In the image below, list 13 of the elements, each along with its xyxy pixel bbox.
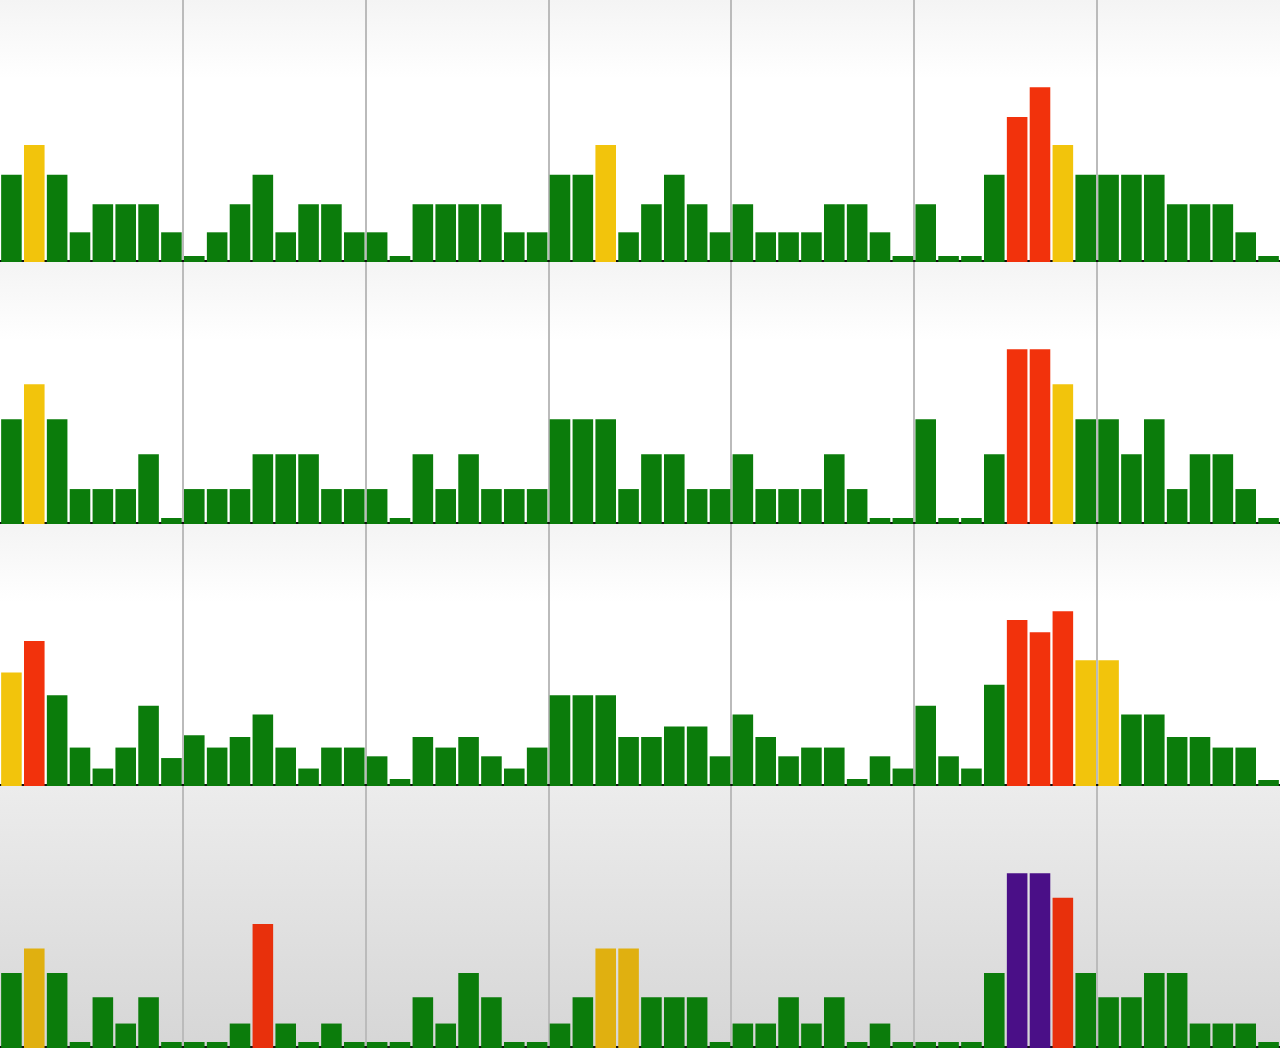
bar [24,384,45,524]
bar [1052,897,1074,1048]
bar [1052,144,1074,262]
bar [24,641,45,786]
bar [1,419,22,524]
bar [1052,384,1074,524]
bar [252,923,274,1048]
bar [1,672,22,786]
bar [1,972,22,1048]
bar [24,948,45,1048]
bar [1,174,22,262]
bar [595,144,616,262]
bar [24,144,45,262]
